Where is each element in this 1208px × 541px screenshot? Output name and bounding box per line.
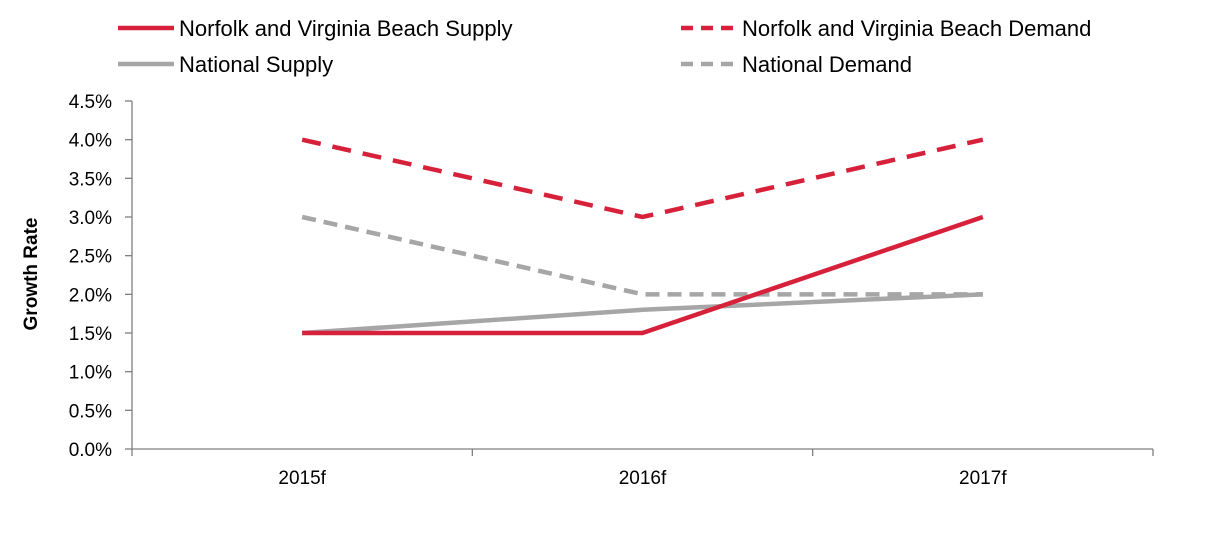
y-tick-label: 1.0%	[69, 363, 112, 384]
y-tick-label: 0.5%	[69, 401, 112, 422]
x-tick-label: 2015f	[278, 468, 326, 489]
x-tick-label: 2016f	[619, 468, 667, 489]
x-tick-label: 2017f	[959, 468, 1007, 489]
y-axis-title: Growth Rate	[21, 218, 42, 331]
legend-item-norfolk-and-virginia-beach-demand: Norfolk and Virginia Beach Demand	[681, 16, 1091, 41]
legend-item-norfolk-and-virginia-beach-supply: Norfolk and Virginia Beach Supply	[118, 16, 512, 41]
legend: Norfolk and Virginia Beach Supply Norfolk…	[118, 16, 1091, 77]
series-layer	[301, 137, 984, 336]
legend-label: National Demand	[742, 52, 912, 77]
series-line-national-demand	[301, 214, 983, 297]
y-tick-label: 2.5%	[69, 247, 112, 268]
legend-label: Norfolk and Virginia Beach Supply	[179, 16, 512, 41]
legend-label: National Supply	[179, 52, 333, 77]
legend-label: Norfolk and Virginia Beach Demand	[742, 16, 1091, 41]
y-tick-label: 1.5%	[69, 324, 112, 345]
y-tick-label: 4.5%	[69, 92, 112, 113]
y-tick-label: 4.0%	[69, 131, 112, 152]
x-axis: 2015f 2016f 2017f	[131, 448, 1154, 489]
y-axis: 0.0% 0.5% 1.0% 1.5% 2.0% 2.5% 3.0% 3.5% 4.0% 4.5%	[69, 92, 133, 461]
y-tick-label: 3.0%	[69, 208, 112, 229]
y-tick-label: 0.0%	[69, 440, 112, 461]
legend-item-national-supply: National Supply	[118, 52, 333, 77]
legend-item-national-demand: National Demand	[681, 52, 912, 77]
series-line-norfolk-and-virginia-beach-supply	[302, 214, 984, 336]
y-tick-label: 2.0%	[69, 285, 112, 306]
y-tick-label: 3.5%	[69, 169, 112, 190]
series-line-national-supply	[302, 292, 983, 336]
series-line-norfolk-and-virginia-beach-demand	[301, 137, 984, 220]
